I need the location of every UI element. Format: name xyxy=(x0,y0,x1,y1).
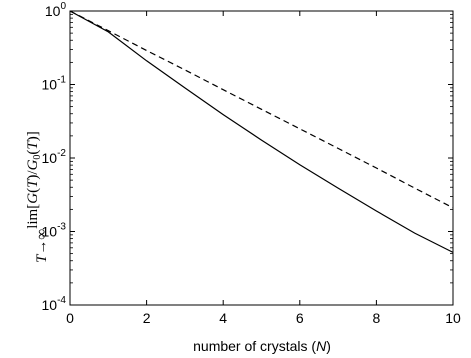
x-tick-label: 4 xyxy=(219,310,227,326)
svg-text:lim[G(T)/G0(T)]: lim[G(T)/G0(T)] xyxy=(25,131,43,229)
x-axis-ticks: 0 2 4 6 8 10 xyxy=(66,11,461,326)
y-axis-ticks: 100 10-1 10-2 10-3 10-4 xyxy=(42,1,453,313)
x-tick-label: 2 xyxy=(143,310,151,326)
x-tick-label: 8 xyxy=(373,310,381,326)
svg-text:T→∞: T→∞ xyxy=(34,229,50,263)
y-axis-title: lim[G(T)/G0(T)] T→∞ xyxy=(25,131,50,263)
y-tick-label: 100 xyxy=(45,1,67,19)
y-tick-label: 10-4 xyxy=(42,295,67,313)
x-axis-title: number of crystals (N) xyxy=(193,338,331,354)
plot-frame xyxy=(69,10,454,306)
y-tick-label: 10-2 xyxy=(42,148,67,166)
x-tick-label: 6 xyxy=(296,310,304,326)
x-tick-label: 0 xyxy=(66,310,74,326)
series-line-dashed xyxy=(69,10,454,209)
series-line-solid xyxy=(69,10,454,253)
y-tick-label: 10-1 xyxy=(42,75,67,93)
series-layer xyxy=(69,10,454,253)
y-tick-label: 10-3 xyxy=(42,222,67,240)
x-tick-label: 10 xyxy=(445,310,461,326)
